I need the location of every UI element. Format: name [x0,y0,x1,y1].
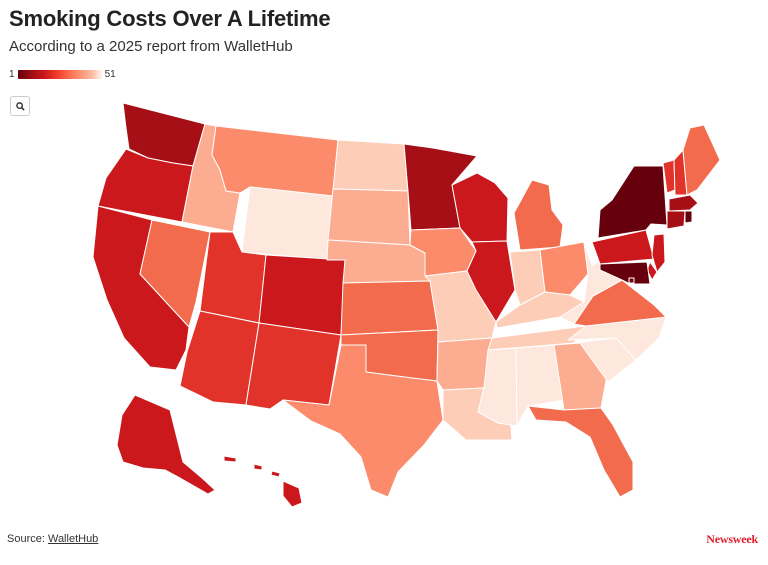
state-sc[interactable] [573,337,637,383]
state-ar[interactable] [436,337,493,391]
state-ks[interactable] [340,280,439,336]
state-ak[interactable] [116,394,216,495]
state-fl[interactable] [527,405,634,498]
state-dc[interactable] [628,277,635,284]
state-tx[interactable] [282,344,444,498]
state-wv[interactable] [559,241,623,325]
state-il[interactable] [466,240,516,323]
state-ky[interactable] [495,291,585,329]
state-hi[interactable] [223,455,303,508]
state-nj[interactable] [651,233,666,273]
state-ri[interactable] [684,210,693,224]
source-footer: Source: WalletHub [7,533,98,545]
state-ma[interactable] [668,194,699,212]
state-az[interactable] [179,310,260,406]
state-mt[interactable] [211,125,339,197]
state-nm[interactable] [245,322,342,410]
state-wi[interactable] [451,172,509,243]
search-zoom-button[interactable] [10,96,30,116]
state-co[interactable] [258,254,346,336]
legend-max-label: 51 [104,68,116,80]
state-ny[interactable] [597,165,668,239]
page-subtitle: According to a 2025 report from WalletHu… [9,38,293,55]
state-wy[interactable] [241,186,334,261]
state-ct[interactable] [666,210,686,230]
state-mi[interactable] [513,179,564,251]
state-nv[interactable] [139,219,211,328]
legend-min-label: 1 [9,68,15,80]
state-md[interactable] [599,261,651,285]
legend-gradient-bar [17,69,102,79]
page-title: Smoking Costs Over A Lifetime [9,6,331,31]
newsweek-logo: Newsweek [706,532,758,546]
source-prefix: Source: [7,533,48,545]
state-sd[interactable] [327,188,411,246]
color-legend: 1 51 [9,68,116,80]
search-icon [15,101,25,111]
state-nd[interactable] [332,139,409,192]
state-oh[interactable] [539,241,589,296]
source-link[interactable]: WalletHub [47,533,99,545]
state-me[interactable] [682,124,721,196]
